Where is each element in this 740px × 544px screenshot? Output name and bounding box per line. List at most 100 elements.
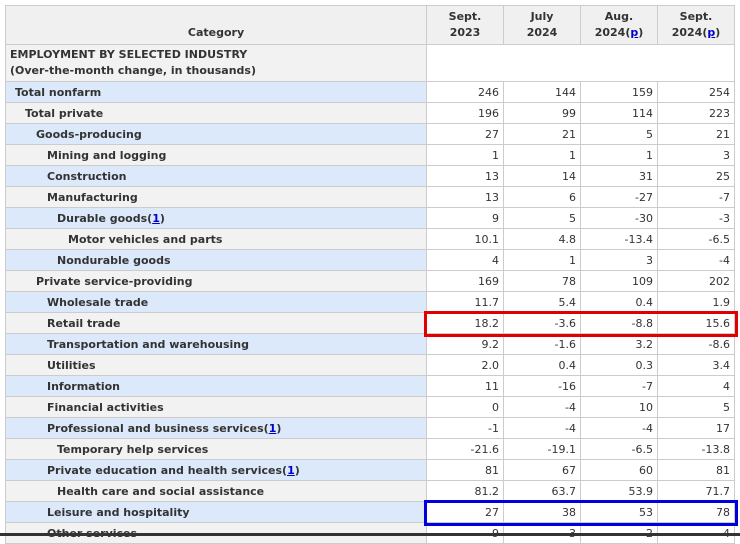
value-cell: 11 (426, 375, 504, 397)
value-cell: 3.2 (580, 333, 658, 355)
value-cell: -7 (580, 375, 658, 397)
value-cell: -3.6 (503, 312, 581, 334)
value-cell: 0.4 (580, 291, 658, 313)
value-cell: -30 (580, 207, 658, 229)
preliminary-link[interactable]: p (707, 26, 716, 39)
table-row: Retail trade 18.2 -3.6 -8.8 15.6 (5, 312, 735, 334)
value-cell: 202 (657, 270, 735, 292)
value-cell: 1 (426, 144, 504, 166)
footnote-link[interactable]: 1 (268, 421, 277, 435)
value-cell: 9.2 (426, 333, 504, 355)
column-header: July 2024 (503, 5, 581, 45)
column-header: Aug. 2024(p) (580, 5, 658, 45)
row-label: Durable goods(1) (5, 207, 427, 229)
value-cell: 0 (426, 396, 504, 418)
column-header: Sept. 2023 (426, 5, 504, 45)
value-cell: 53.9 (580, 480, 658, 502)
row-label: Information (5, 375, 427, 397)
value-cell: -13.4 (580, 228, 658, 250)
value-cell: 99 (503, 102, 581, 124)
value-cell: -4 (657, 249, 735, 271)
table-row: Leisure and hospitality 27 38 53 78 (5, 501, 735, 523)
bottom-bar (0, 533, 740, 536)
table-row: Health care and social assistance 81.2 63.… (5, 480, 735, 502)
value-cell: -27 (580, 186, 658, 208)
value-cell: 81 (426, 459, 504, 481)
value-cell: 18.2 (426, 312, 504, 334)
row-label: Private education and health services(1) (5, 459, 427, 481)
value-cell: 9 (426, 207, 504, 229)
preliminary-link[interactable]: p (630, 26, 639, 39)
table-row: Manufacturing 13 6 -27 -7 (5, 186, 735, 208)
value-cell: 0.3 (580, 354, 658, 376)
table-row: Motor vehicles and parts 10.1 4.8 -13.4 -6.5 (5, 228, 735, 250)
category-header: Category (5, 5, 427, 45)
table-row: Information 11 -16 -7 4 (5, 375, 735, 397)
table-row: Professional and business services(1) -1-… (5, 417, 735, 439)
row-label: Transportation and warehousing (5, 333, 427, 355)
value-cell: 2.0 (426, 354, 504, 376)
value-cell: 114 (580, 102, 658, 124)
table-row: Durable goods(1) 9 5 -30 -3 (5, 207, 735, 229)
value-cell: -4 (503, 396, 581, 418)
value-cell: 144 (503, 81, 581, 103)
row-label: Total nonfarm (5, 81, 427, 103)
value-cell: 67 (503, 459, 581, 481)
value-cell: 159 (580, 81, 658, 103)
value-cell: 10 (580, 396, 658, 418)
row-label: Financial activities (5, 396, 427, 418)
row-label: Motor vehicles and parts (5, 228, 427, 250)
value-cell: -7 (657, 186, 735, 208)
value-cell: 4.8 (503, 228, 581, 250)
value-cell: 5 (580, 123, 658, 145)
value-cell: -4 (503, 417, 581, 439)
row-label: Goods-producing (5, 123, 427, 145)
value-cell: 5 (503, 207, 581, 229)
value-cell: 254 (657, 81, 735, 103)
value-cell: 31 (580, 165, 658, 187)
table-row: Construction 13 14 31 25 (5, 165, 735, 187)
value-cell: 4 (426, 249, 504, 271)
value-cell: 81 (657, 459, 735, 481)
row-label: Professional and business services(1) (5, 417, 427, 439)
value-cell: 1 (580, 144, 658, 166)
row-label: Private service-providing (5, 270, 427, 292)
row-label: Wholesale trade (5, 291, 427, 313)
table-row: Financial activities 0 -4 10 5 (5, 396, 735, 418)
value-cell: -8.6 (657, 333, 735, 355)
value-cell: -13.8 (657, 438, 735, 460)
table-row: Wholesale trade 11.7 5.4 0.4 1.9 (5, 291, 735, 313)
value-cell: 169 (426, 270, 504, 292)
value-cell: 223 (657, 102, 735, 124)
row-label: Temporary help services (5, 438, 427, 460)
row-label: Health care and social assistance (5, 480, 427, 502)
value-cell: 4 (657, 375, 735, 397)
value-cell: 63.7 (503, 480, 581, 502)
table-row: Transportation and warehousing 9.2 -1.6 3.2… (5, 333, 735, 355)
value-cell: 3 (580, 249, 658, 271)
value-cell: 1.9 (657, 291, 735, 313)
value-cell: -1.6 (503, 333, 581, 355)
value-cell: -16 (503, 375, 581, 397)
value-cell: 13 (426, 186, 504, 208)
value-cell: 71.7 (657, 480, 735, 502)
row-label: Total private (5, 102, 427, 124)
footnote-link[interactable]: 1 (287, 463, 295, 477)
value-cell: 13 (426, 165, 504, 187)
value-cell: 3.4 (657, 354, 735, 376)
value-cell: -6.5 (657, 228, 735, 250)
table-row: Private education and health services(1)… (5, 459, 735, 481)
row-label: Retail trade (5, 312, 427, 334)
value-cell: 109 (580, 270, 658, 292)
footnote-link[interactable]: 1 (152, 211, 160, 225)
table-row: Mining and logging 1 1 1 3 (5, 144, 735, 166)
row-label: Nondurable goods (5, 249, 427, 271)
table-row: Total private 196 99 114 223 (5, 102, 735, 124)
value-cell: 3 (657, 144, 735, 166)
value-cell: 27 (426, 501, 504, 523)
value-cell: -1 (426, 417, 504, 439)
value-cell: 81.2 (426, 480, 504, 502)
value-cell: -3 (657, 207, 735, 229)
value-cell: -19.1 (503, 438, 581, 460)
value-cell: -4 (580, 417, 658, 439)
